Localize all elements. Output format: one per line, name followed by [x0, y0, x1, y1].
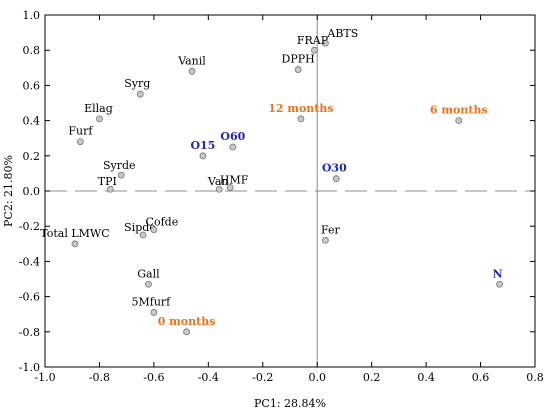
point-syrde [117, 171, 125, 179]
label-ellag: Ellag [84, 102, 113, 115]
point-o30 [332, 175, 340, 183]
point-gall [145, 280, 152, 288]
point-syrg [136, 90, 144, 98]
point-frap [311, 46, 318, 54]
label-total-lmwc: Total LMWC [40, 227, 109, 240]
x-tick-label: 0.6 [472, 371, 490, 384]
point-6-months [455, 117, 463, 124]
label-n: N [493, 267, 503, 280]
x-tick-label: -0.8 [89, 371, 110, 384]
point-vanil [188, 67, 196, 75]
label-abts: ABTS [326, 27, 358, 40]
label-vanil: Vanil [177, 54, 206, 67]
y-tick-label: 0.0 [23, 185, 41, 198]
x-tick-label: -0.6 [143, 371, 164, 384]
label-6-months: 6 months [430, 104, 488, 117]
point-sipde [139, 231, 147, 239]
x-axis-title: PC1: 28.84% [254, 397, 326, 410]
point-hmf [226, 184, 234, 191]
point-5mfurf [150, 309, 158, 316]
x-tick-label: -0.2 [252, 371, 273, 384]
point-o60 [229, 143, 237, 151]
label-0-months: 0 months [158, 315, 216, 328]
y-axis-title: PC2: 21.80% [2, 155, 15, 227]
y-tick-label: 0.4 [23, 115, 41, 128]
label-dpph: DPPH [282, 53, 315, 66]
y-tick-label: -0.8 [19, 326, 40, 339]
y-tick-label: 0.8 [23, 44, 41, 57]
y-tick-label: -0.6 [19, 291, 40, 304]
label-fer: Fer [321, 223, 341, 236]
point-total-lmwc [71, 240, 79, 248]
label-sipde: Sipde [124, 221, 156, 234]
label-5mfurf: 5Mfurf [132, 295, 172, 308]
x-tick-label: -0.4 [198, 371, 219, 384]
point-tpi [106, 185, 114, 193]
x-axis-ticks: -1.0 -0.8 -0.6 -0.4 -0.2 0.0 0.2 0.4 0.6 0.8 [34, 15, 544, 384]
label-hmf: HMF [220, 173, 249, 186]
point-furf [76, 138, 84, 146]
point-abts [321, 39, 329, 47]
label-frap: FRAP [297, 34, 329, 47]
y-axis-ticks: 1.0 0.8 0.6 0.4 0.2 0.0 -0.2 -0.4 -0.6 -0.8 -1.0 [19, 9, 535, 374]
label-gall: Gall [137, 267, 160, 280]
y-tick-label: -1.0 [19, 361, 40, 374]
point-o15 [199, 152, 207, 160]
label-o60: O60 [220, 130, 245, 143]
label-furf: Furf [68, 125, 93, 138]
y-tick-label: 1.0 [23, 9, 41, 22]
point-dpph [294, 66, 302, 73]
x-tick-label: 0.0 [308, 371, 326, 384]
point-ellag [96, 115, 103, 123]
y-tick-label: -0.4 [19, 255, 40, 268]
point-12-months [297, 115, 305, 123]
label-tpi: TPI [98, 175, 117, 188]
label-12-months: 12 months [268, 102, 333, 115]
y-tick-label: 0.6 [23, 79, 41, 92]
point-fer [321, 236, 329, 244]
x-tick-label: 0.4 [417, 371, 435, 384]
y-tick-label: 0.2 [23, 150, 41, 163]
label-o30: O30 [322, 162, 347, 175]
label-van: Van [207, 175, 229, 188]
x-tick-label: 0.2 [363, 371, 381, 384]
label-o15: O15 [190, 139, 215, 152]
label-syrg: Syrg [124, 77, 150, 90]
x-tick-label: 0.8 [526, 371, 544, 384]
point-n [496, 280, 504, 288]
x-tick-label: -1.0 [34, 371, 55, 384]
point-0-months [183, 328, 190, 336]
point-cofde [150, 226, 158, 234]
y-tick-label: -0.2 [19, 220, 40, 233]
label-syrde: Syrde [103, 159, 136, 172]
label-cofde: Cofde [146, 216, 179, 229]
point-van [215, 185, 223, 193]
